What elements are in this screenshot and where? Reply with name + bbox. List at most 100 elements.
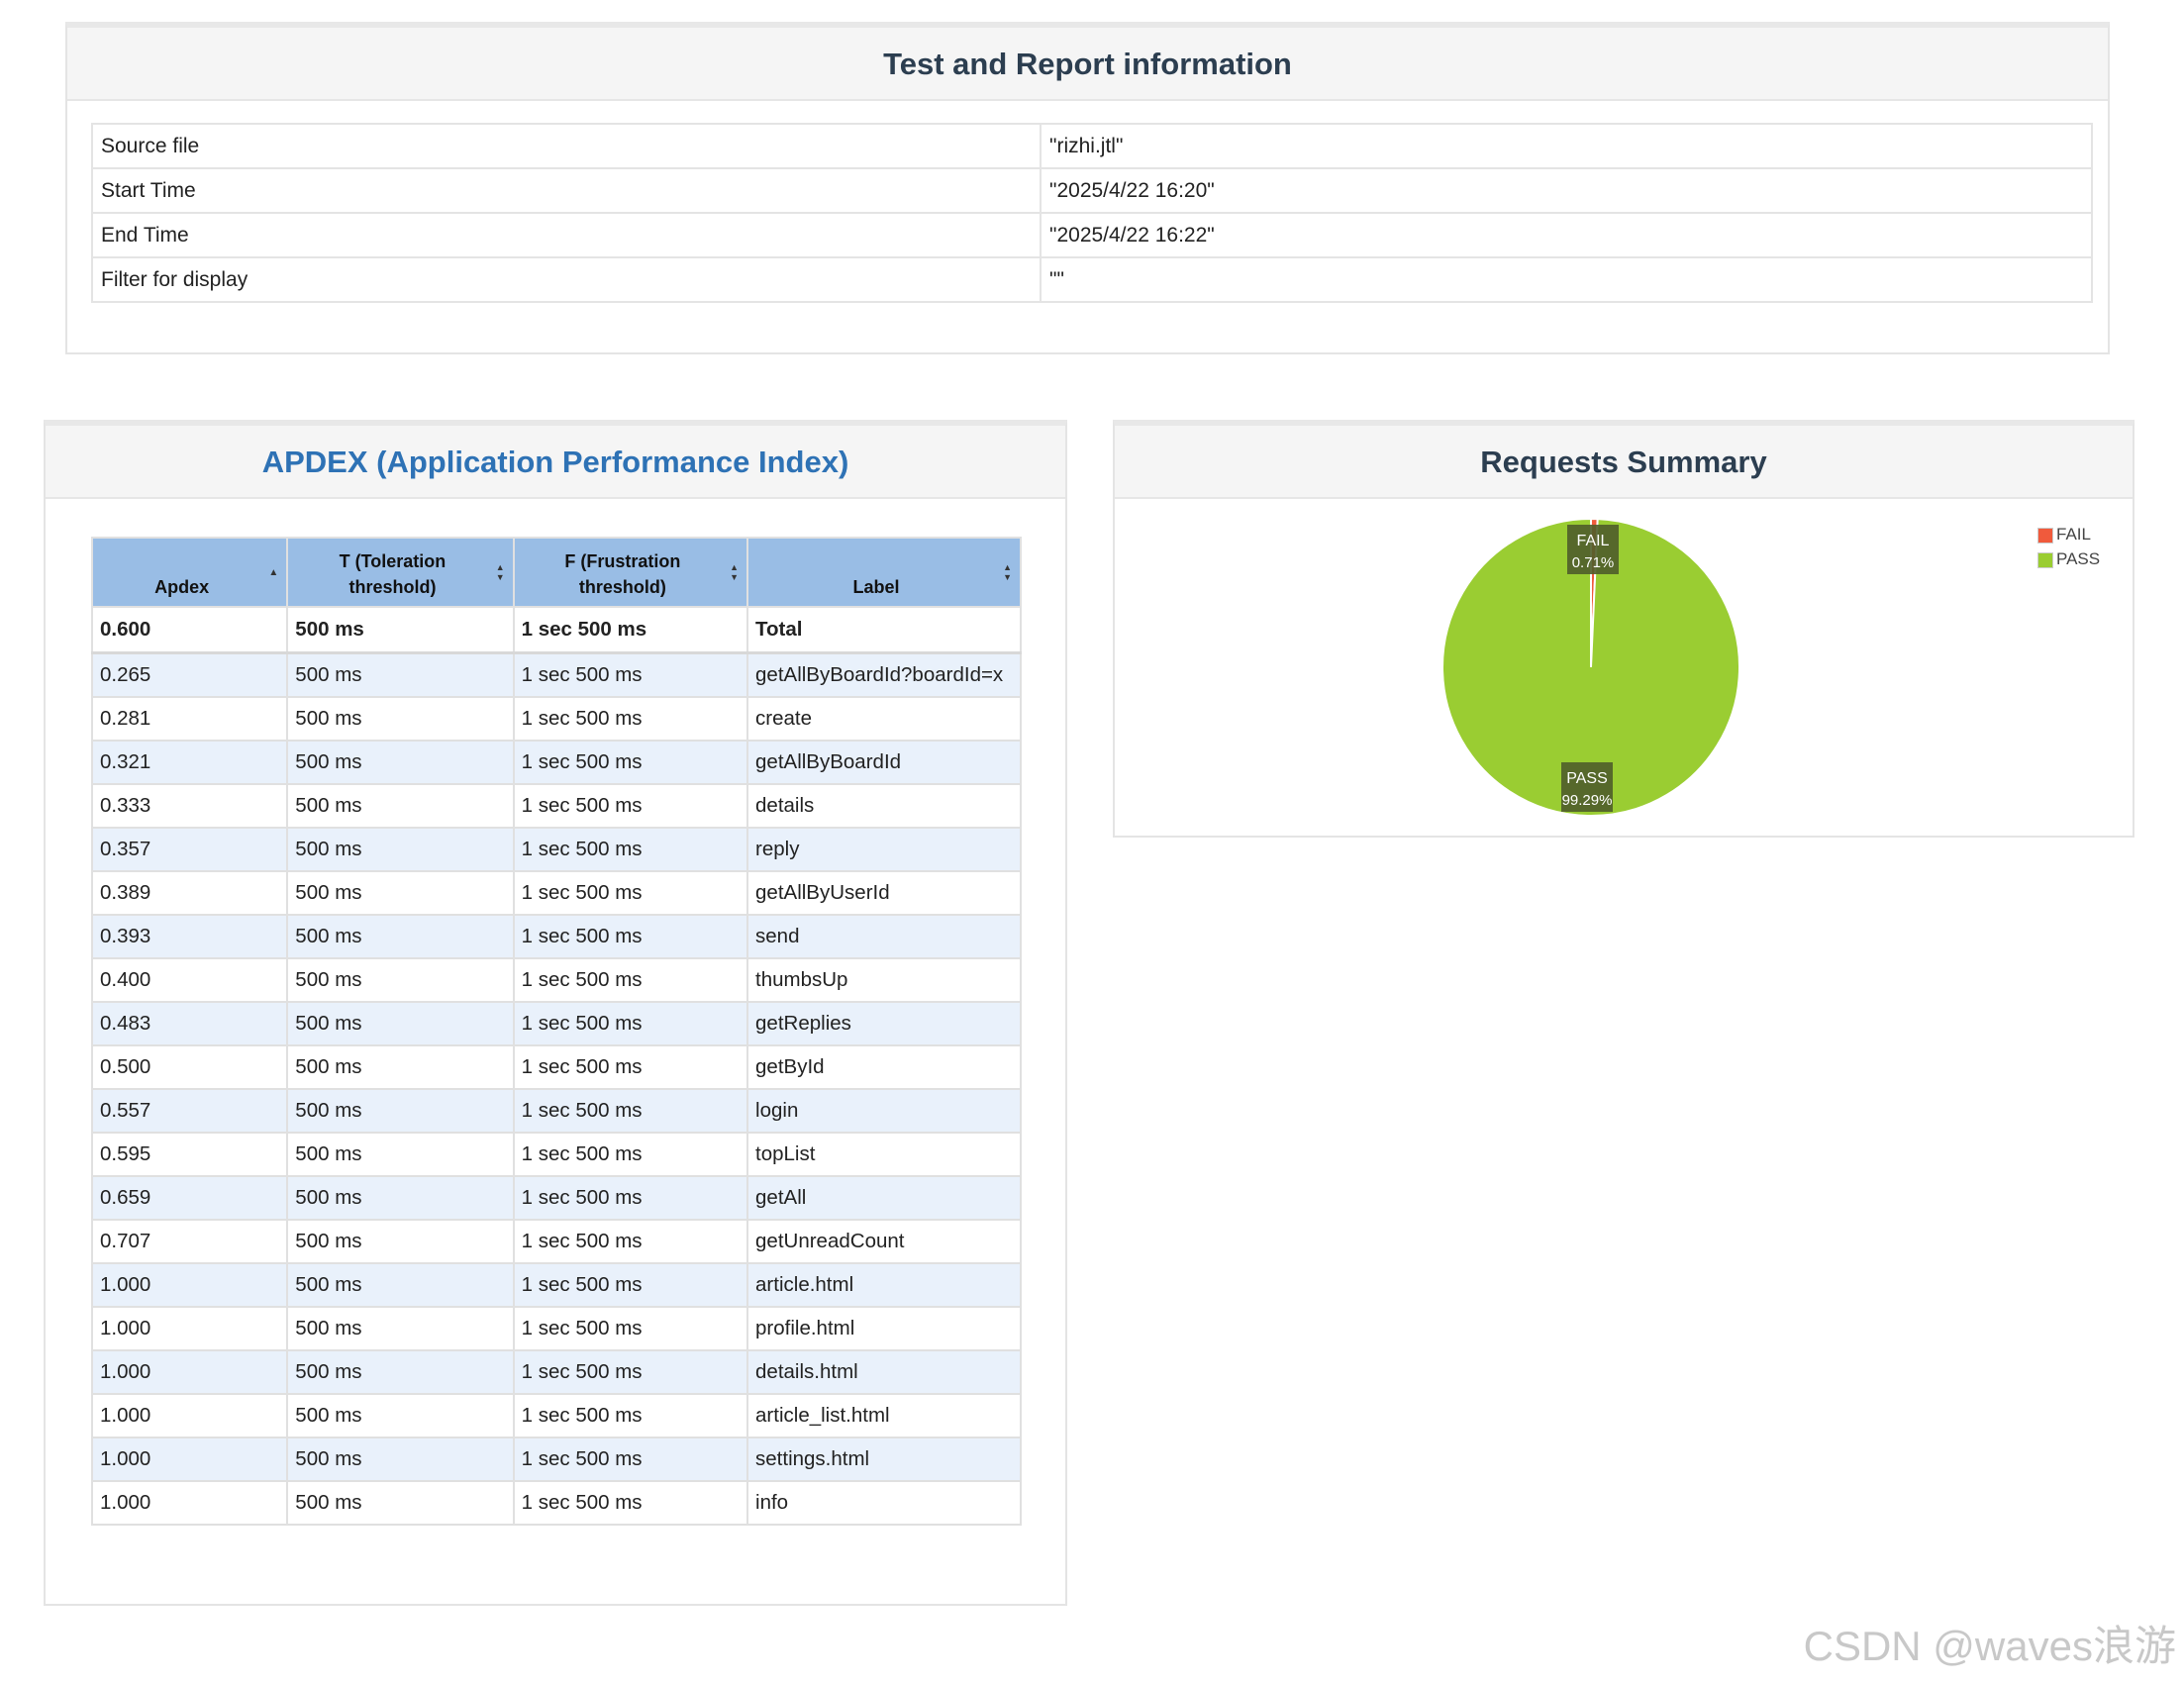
toleration-cell: 500 ms [286,827,515,872]
pie-label-background [1567,525,1619,574]
frustration-cell: 1 sec 500 ms [512,957,749,1003]
pie-label-value: 99.29% [1562,792,1613,809]
toleration-cell: 500 ms [286,606,515,654]
toleration-cell: 500 ms [286,957,515,1003]
frustration-cell: 1 sec 500 ms [512,783,749,829]
apdex-row: 0.400 500 ms 1 sec 500 ms thumbsUp [90,957,1022,1003]
apdex-cell: 0.281 [90,696,289,742]
toleration-cell: 500 ms [286,1437,515,1482]
apdex-cell: 0.600 [90,606,289,654]
label-cell: create [746,696,1022,742]
apdex-cell: 0.659 [90,1175,289,1221]
pie-label-name: PASS [1566,770,1608,787]
apdex-cell: 0.595 [90,1132,289,1177]
pie-label-background [1561,762,1613,812]
legend-label: PASS [2056,549,2101,568]
toleration-cell: 500 ms [286,1132,515,1177]
frustration-cell: 1 sec 500 ms [512,740,749,785]
frustration-cell: 1 sec 500 ms [512,1393,749,1438]
apdex-column-header[interactable]: Apdex ▲ [90,537,289,608]
apdex-row: 0.557 500 ms 1 sec 500 ms login [90,1088,1022,1134]
label-cell: settings.html [746,1437,1022,1482]
summary-panel-title: Requests Summary [1115,426,2133,499]
apdex-cell: 1.000 [90,1306,289,1351]
info-row-label: End Time [91,212,1042,258]
frustration-cell: 1 sec 500 ms [512,914,749,959]
apdex-cell: 0.393 [90,914,289,959]
apdex-cell: 0.500 [90,1044,289,1090]
info-row-label: Source file [91,123,1042,169]
apdex-cell: 0.265 [90,651,289,698]
label-cell: getAllByBoardId?boardId=x [746,651,1022,698]
label-cell: article_list.html [746,1393,1022,1438]
label-cell: Total [746,606,1022,654]
apdex-row: 1.000 500 ms 1 sec 500 ms info [90,1480,1022,1526]
column-header-text: threshold) [348,577,437,597]
apdex-row: 1.000 500 ms 1 sec 500 ms profile.html [90,1306,1022,1351]
toleration-cell: 500 ms [286,1393,515,1438]
frustration-cell: 1 sec 500 ms [512,1262,749,1308]
info-row-value: "" [1040,256,2093,303]
label-cell: details [746,783,1022,829]
toleration-cell: 500 ms [286,1219,515,1264]
info-row: Start Time "2025/4/22 16:20" [91,167,2093,214]
apdex-row: 0.595 500 ms 1 sec 500 ms topList [90,1132,1022,1177]
label-column-header[interactable]: Label ▲ ▼ [746,537,1022,608]
apdex-row: 0.321 500 ms 1 sec 500 ms getAllByBoardId [90,740,1022,785]
info-row: Source file "rizhi.jtl" [91,123,2093,169]
apdex-row: 1.000 500 ms 1 sec 500 ms article.html [90,1262,1022,1308]
toleration-cell: 500 ms [286,1044,515,1090]
apdex-cell: 1.000 [90,1393,289,1438]
info-row-label: Start Time [91,167,1042,214]
label-cell: info [746,1480,1022,1526]
frustration-cell: 1 sec 500 ms [512,606,749,654]
info-row-value: "2025/4/22 16:22" [1040,212,2093,258]
legend-item-pass[interactable]: PASS [2037,549,2100,569]
label-cell: getUnreadCount [746,1219,1022,1264]
toleration-cell: 500 ms [286,1001,515,1046]
apdex-row: 0.707 500 ms 1 sec 500 ms getUnreadCount [90,1219,1022,1264]
apdex-cell: 0.400 [90,957,289,1003]
toleration-cell: 500 ms [286,740,515,785]
label-cell: getAllByUserId [746,870,1022,916]
legend-item-fail[interactable]: FAIL [2037,525,2091,545]
frustration-cell: 1 sec 500 ms [512,1132,749,1177]
apdex-cell: 0.557 [90,1088,289,1134]
label-cell: topList [746,1132,1022,1177]
pie-slice-pass[interactable] [1441,517,1740,817]
test-report-info-panel: Test and Report information Source file "… [65,22,2110,354]
apdex-row: 0.265 500 ms 1 sec 500 ms getAllByBoardId?b… [90,651,1022,698]
pie-label-value: 0.71% [1572,554,1615,571]
label-cell: profile.html [746,1306,1022,1351]
sort-ascending-icon: ▲ [268,567,279,578]
toleration-cell: 500 ms [286,1480,515,1526]
column-header-text: Label [852,577,900,597]
frustration-cell: 1 sec 500 ms [512,651,749,698]
frustration-cell: 1 sec 500 ms [512,1349,749,1395]
label-cell: login [746,1088,1022,1134]
toleration-cell: 500 ms [286,1175,515,1221]
label-cell: details.html [746,1349,1022,1395]
frustration-cell: 1 sec 500 ms [512,1480,749,1526]
frustration-cell: 1 sec 500 ms [512,1088,749,1134]
pie-label-name: FAIL [1577,533,1610,549]
label-cell: article.html [746,1262,1022,1308]
legend-label: FAIL [2056,525,2091,544]
frustration-column-header[interactable]: F (Frustration threshold) ▲ ▼ [512,537,749,608]
apdex-cell: 0.707 [90,1219,289,1264]
frustration-cell: 1 sec 500 ms [512,696,749,742]
toleration-cell: 500 ms [286,1262,515,1308]
apdex-row: 1.000 500 ms 1 sec 500 ms article_list.html [90,1393,1022,1438]
apdex-panel-title: APDEX (Application Performance Index) [46,426,1065,499]
apdex-table: Apdex ▲ T (Toleration threshold) ▲ ▼ F (Frustr… [90,537,1022,1526]
sort-both-icon: ▲ ▼ [730,562,740,582]
column-header-text: T (Toleration [339,551,447,571]
watermark: CSDN @waves浪游 [1803,1623,2176,1669]
apdex-row: 0.659 500 ms 1 sec 500 ms getAll [90,1175,1022,1221]
toleration-cell: 500 ms [286,1349,515,1395]
apdex-cell: 0.333 [90,783,289,829]
apdex-row: 0.333 500 ms 1 sec 500 ms details [90,783,1022,829]
info-row: Filter for display "" [91,256,2093,303]
toleration-column-header[interactable]: T (Toleration threshold) ▲ ▼ [286,537,515,608]
info-row-value: "2025/4/22 16:20" [1040,167,2093,214]
